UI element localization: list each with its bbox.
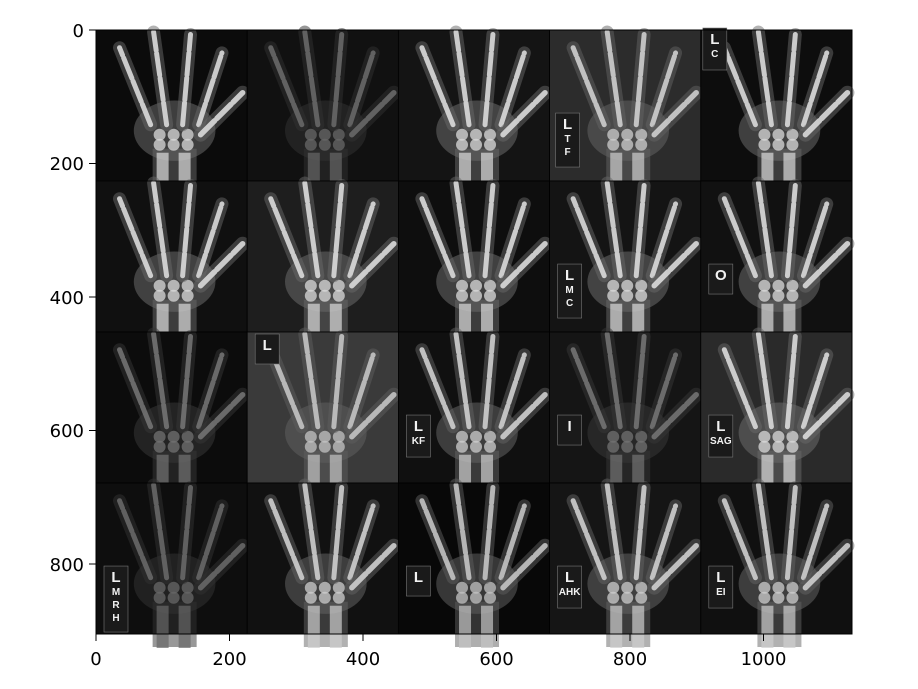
marker-label: T bbox=[565, 134, 571, 145]
hand-xray-tile bbox=[397, 176, 553, 346]
marker-label: AHK bbox=[559, 587, 581, 598]
marker-label: L bbox=[565, 267, 574, 284]
hand-xray-tile bbox=[246, 176, 401, 346]
marker-label: L bbox=[716, 418, 725, 435]
marker-label: C bbox=[711, 49, 718, 60]
hand-xray-tiles bbox=[95, 25, 855, 648]
hand-xray-tile bbox=[95, 327, 250, 497]
side-marker: LC bbox=[702, 27, 728, 71]
hand-xray-tile bbox=[549, 327, 704, 497]
side-marker: I bbox=[557, 414, 582, 446]
y-tick-label: 800 bbox=[50, 555, 84, 576]
marker-label: H bbox=[112, 613, 119, 624]
hand-xray-tile bbox=[246, 25, 401, 195]
hand-xray-tile bbox=[397, 478, 553, 648]
hand-xray-tile bbox=[95, 25, 250, 195]
marker-label: L bbox=[565, 569, 574, 586]
x-tick-label: 800 bbox=[613, 649, 647, 670]
hand-xray-tile bbox=[549, 478, 704, 648]
hand-xray-tile bbox=[549, 25, 704, 195]
marker-label: SAG bbox=[710, 436, 732, 447]
hand-xray-tile bbox=[549, 176, 704, 346]
x-tick-label: 0 bbox=[90, 649, 101, 670]
x-tick-label: 400 bbox=[346, 649, 380, 670]
y-tick-label: 400 bbox=[50, 288, 84, 309]
side-marker: LTF bbox=[555, 112, 580, 168]
marker-label: O bbox=[715, 267, 727, 284]
marker-label: I bbox=[568, 418, 572, 435]
marker-label: L bbox=[263, 337, 272, 354]
side-marker: O bbox=[708, 263, 734, 295]
side-marker: LKF bbox=[406, 414, 431, 458]
x-tick-label: 200 bbox=[212, 649, 246, 670]
x-tick-label: 1000 bbox=[741, 649, 787, 670]
marker-label: C bbox=[566, 298, 573, 309]
hand-xray-tile bbox=[700, 478, 855, 648]
marker-label: L bbox=[563, 116, 572, 133]
marker-label: M bbox=[565, 285, 573, 296]
hand-xray-tile bbox=[397, 327, 553, 497]
marker-label: L bbox=[414, 418, 423, 435]
marker-label: L bbox=[710, 31, 719, 48]
y-tick-label: 600 bbox=[50, 421, 84, 442]
hand-xray-tile bbox=[95, 478, 250, 648]
marker-label: KF bbox=[412, 436, 425, 447]
y-axis: 0 200 400 600 800 bbox=[50, 21, 96, 576]
marker-label: L bbox=[111, 569, 120, 586]
hand-xray-tile bbox=[95, 176, 250, 346]
axes-frame bbox=[95, 29, 853, 635]
marker-label: R bbox=[112, 600, 120, 611]
hand-xray-tile bbox=[397, 25, 553, 195]
side-marker: LEI bbox=[708, 565, 734, 609]
marker-label: L bbox=[414, 569, 423, 586]
marker-label: L bbox=[716, 569, 725, 586]
hand-xray-tile bbox=[246, 478, 401, 648]
hand-xray-tile bbox=[700, 327, 855, 497]
x-tick-label: 600 bbox=[479, 649, 513, 670]
marker-label: M bbox=[112, 587, 120, 598]
marker-label: EI bbox=[716, 587, 726, 598]
x-axis: 0 200 400 600 800 1000 bbox=[90, 634, 786, 670]
hand-xray-tile bbox=[700, 176, 855, 346]
y-tick-label: 0 bbox=[73, 21, 84, 42]
side-marker: L bbox=[406, 565, 431, 597]
side-marker: L bbox=[254, 333, 280, 365]
side-marker: LMC bbox=[557, 263, 582, 319]
y-tick-label: 200 bbox=[50, 154, 84, 175]
marker-label: F bbox=[565, 147, 571, 158]
